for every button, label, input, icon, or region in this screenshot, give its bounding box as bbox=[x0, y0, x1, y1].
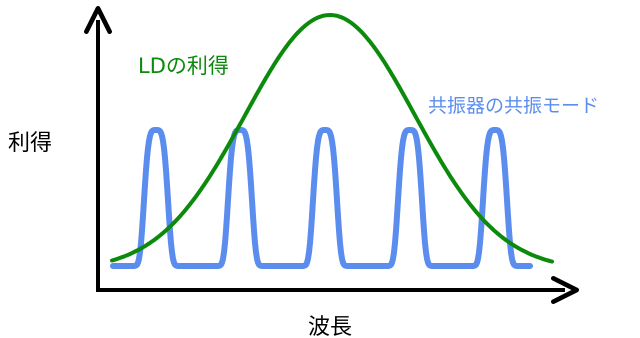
resonator-modes-curve bbox=[110, 127, 533, 269]
ld-gain-curve bbox=[110, 13, 554, 264]
y-axis-label: 利得 bbox=[8, 131, 52, 156]
modes-label: 共振器の共振モード bbox=[428, 95, 599, 117]
gain-curve-label: LDの利得 bbox=[138, 54, 229, 78]
x-axis-label: 波長 bbox=[308, 315, 352, 338]
